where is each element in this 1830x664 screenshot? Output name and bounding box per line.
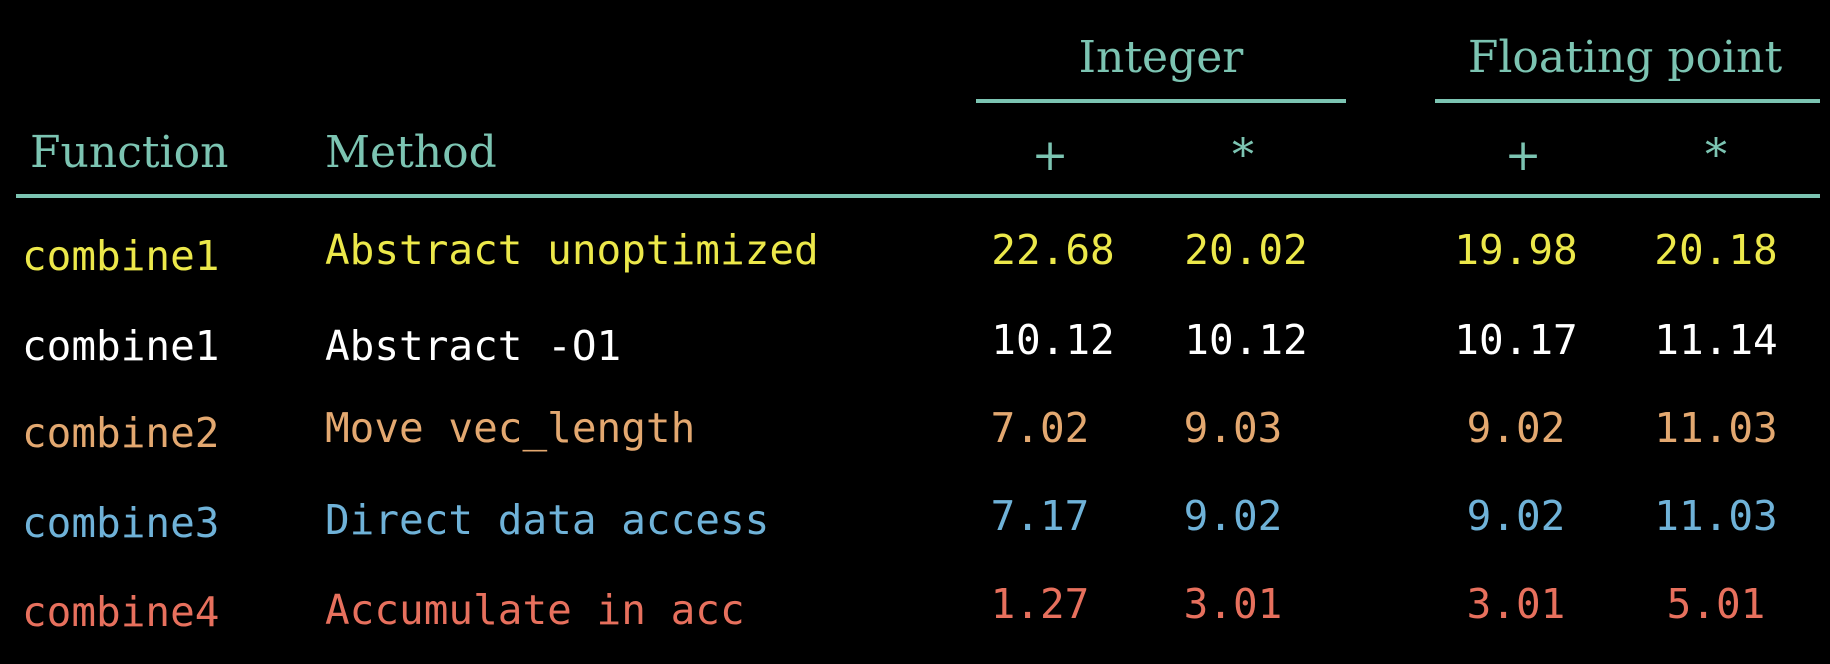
function-cell: combine4: [22, 588, 220, 636]
function-cell: combine1: [22, 232, 220, 280]
integer-group-title: Integer: [1078, 32, 1244, 83]
fp-mul-value: 11.03: [1654, 404, 1778, 452]
fp-add-value: 10.17: [1454, 316, 1578, 364]
header-rule: [16, 194, 1820, 198]
int-mul-value: 10.12: [1184, 316, 1308, 364]
float-multiply-column-header: *: [1705, 130, 1727, 181]
int-add-value: 7.02: [990, 404, 1090, 452]
function-cell: combine1: [22, 322, 220, 370]
fp-add-value: 19.98: [1454, 226, 1578, 274]
float-add-column-header: +: [1504, 130, 1542, 181]
int-mul-value: 9.02: [1183, 492, 1283, 540]
int-add-value: 1.27: [990, 580, 1090, 628]
method-cell: Direct data access: [325, 496, 770, 544]
function-cell: combine2: [22, 409, 220, 457]
method-column-header: Method: [325, 127, 497, 178]
int-add-value: 10.12: [991, 316, 1115, 364]
fp-mul-value: 5.01: [1666, 580, 1766, 628]
fp-add-value: 9.02: [1466, 492, 1566, 540]
method-cell: Abstract -O1: [325, 322, 622, 370]
int-mul-value: 9.03: [1183, 404, 1283, 452]
floating-point-group-rule: [1435, 99, 1820, 103]
int-add-value: 22.68: [991, 226, 1115, 274]
int-add-value: 7.17: [990, 492, 1090, 540]
method-cell: Abstract unoptimized: [325, 226, 819, 274]
method-cell: Move vec_length: [325, 404, 696, 452]
int-mul-value: 20.02: [1184, 226, 1308, 274]
integer-add-column-header: +: [1031, 130, 1069, 181]
function-column-header: Function: [30, 127, 229, 178]
function-cell: combine3: [22, 499, 220, 547]
fp-mul-value: 20.18: [1654, 226, 1778, 274]
integer-multiply-column-header: *: [1232, 130, 1254, 181]
fp-mul-value: 11.03: [1654, 492, 1778, 540]
int-mul-value: 3.01: [1183, 580, 1283, 628]
fp-mul-value: 11.14: [1654, 316, 1778, 364]
fp-add-value: 3.01: [1466, 580, 1566, 628]
integer-group-rule: [976, 99, 1346, 103]
method-cell: Accumulate in acc: [325, 586, 745, 634]
fp-add-value: 9.02: [1466, 404, 1566, 452]
floating-point-group-title: Floating point: [1467, 32, 1783, 83]
